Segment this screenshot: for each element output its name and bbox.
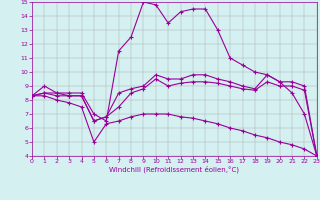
X-axis label: Windchill (Refroidissement éolien,°C): Windchill (Refroidissement éolien,°C) [109,166,239,173]
